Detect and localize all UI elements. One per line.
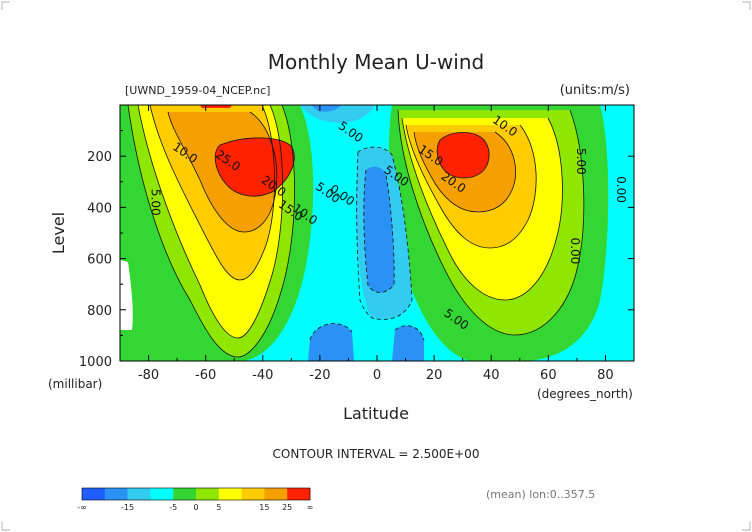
- contour-label: 5.00: [574, 148, 588, 175]
- dashed-contours: [309, 146, 425, 341]
- colorbar-label: 5: [216, 503, 221, 512]
- colorbar-label: 15: [259, 503, 269, 512]
- x-tick-label: -20: [309, 368, 330, 383]
- contour-interval-text: CONTOUR INTERVAL = 2.500E+00: [273, 447, 480, 461]
- nh-jet-fill: [388, 105, 609, 361]
- x-tick-label: 60: [540, 368, 557, 383]
- colorbar-label: 25: [282, 503, 292, 512]
- contour-lines: [127, 105, 585, 358]
- colorbar-swatch: [173, 488, 197, 500]
- footer-note: (mean) lon:0..357.5: [486, 488, 595, 501]
- x-tick-label: 20: [426, 368, 443, 383]
- easterly-fill: [120, 105, 424, 361]
- colorbar-label: -5: [169, 503, 177, 512]
- colorbar-label: 0: [193, 503, 198, 512]
- sh-jet-fill: [120, 105, 314, 361]
- colorbar-swatch: [82, 488, 106, 500]
- colorbar: -∞ -15 -5 0 5 15 25 ∞: [77, 487, 314, 512]
- x-axis: -80 -60 -40 -20 0 20 40 60 80: [119, 105, 635, 383]
- y-tick-label: 1000: [79, 355, 112, 370]
- colorbar-frame: [81, 487, 311, 501]
- colorbar-swatch: [127, 488, 151, 500]
- dataset-label: [UWND_1959-04_NCEP.nc]: [125, 84, 270, 97]
- colorbar-label: -∞: [77, 503, 87, 512]
- units-label: (units:m/s): [560, 83, 630, 98]
- contour-label: 0.00: [568, 238, 582, 265]
- y-tick-label: 400: [87, 201, 112, 216]
- colorbar-swatch: [104, 488, 128, 500]
- plot-area: 10.05.0025.020.015.010.05.000.005.005.00…: [120, 105, 634, 361]
- colorbar-swatch: [218, 488, 242, 500]
- colorbar-swatch: [241, 488, 265, 500]
- colorbar-label: ∞: [307, 503, 314, 512]
- x-tick-label: -60: [195, 368, 216, 383]
- contour-label: 0.00: [614, 176, 628, 203]
- contour-label: 5.00: [148, 189, 162, 216]
- y-tick-label: 600: [87, 253, 112, 268]
- y-tick-label: 200: [87, 150, 112, 165]
- colorbar-swatch: [150, 488, 174, 500]
- y-axis-units: (millibar): [48, 377, 102, 391]
- y-axis: 200 400 600 800 1000: [79, 130, 634, 370]
- x-tick-label: 40: [483, 368, 500, 383]
- x-tick-label: -80: [138, 368, 159, 383]
- colorbar-swatch: [287, 488, 311, 500]
- x-tick-label: 80: [597, 368, 614, 383]
- x-axis-label: Latitude: [343, 404, 409, 423]
- colorbar-label: -15: [121, 503, 134, 512]
- x-tick-label: -40: [252, 368, 273, 383]
- chart-title: Monthly Mean U-wind: [268, 50, 484, 74]
- colorbar-swatch: [196, 488, 220, 500]
- x-axis-units: (degrees_north): [537, 387, 633, 401]
- colorbar-swatch: [264, 488, 288, 500]
- y-axis-label: Level: [49, 212, 68, 254]
- x-tick-label: 0: [373, 368, 381, 383]
- y-tick-label: 800: [87, 304, 112, 319]
